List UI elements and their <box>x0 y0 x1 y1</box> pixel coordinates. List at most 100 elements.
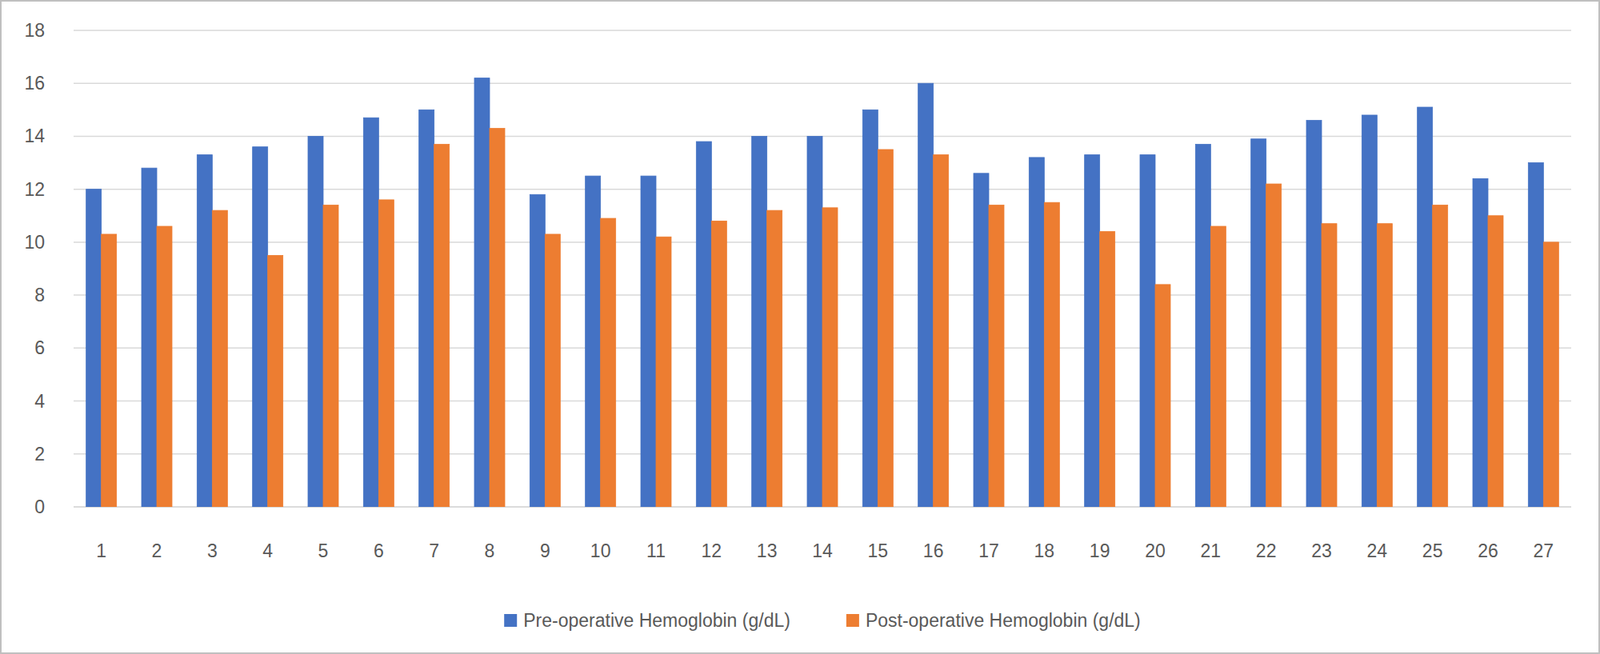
bar <box>1028 157 1044 508</box>
bar <box>1044 202 1060 508</box>
x-tick-label: 23 <box>1311 540 1332 562</box>
x-tick-label: 6 <box>373 540 384 562</box>
bar <box>1417 107 1433 508</box>
y-tick-label: 0 <box>34 496 45 518</box>
bar <box>1432 205 1448 508</box>
bar <box>862 109 878 508</box>
bar <box>268 255 284 508</box>
bar <box>807 136 823 508</box>
y-tick-label: 14 <box>24 125 45 147</box>
x-tick-label: 8 <box>484 540 496 562</box>
bar <box>711 220 727 508</box>
x-tick-label: 26 <box>1477 540 1499 562</box>
bar <box>1376 224 1392 508</box>
x-tick-label: 3 <box>207 540 218 562</box>
x-tick-label: 22 <box>1256 540 1277 562</box>
legend-item: Pre-operative Hemoglobin (g/dL) <box>504 610 791 632</box>
bar <box>1472 178 1488 508</box>
bar <box>933 155 949 508</box>
bar <box>973 173 989 508</box>
bar <box>656 236 672 508</box>
grid-line <box>73 82 1572 84</box>
bar <box>489 128 505 508</box>
bar <box>822 208 838 508</box>
bar <box>378 200 394 508</box>
x-tick-label: 9 <box>540 540 551 562</box>
x-tick-label: 18 <box>1034 540 1056 562</box>
bar <box>640 176 656 508</box>
x-tick-label: 4 <box>262 540 273 562</box>
legend-label: Post-operative Hemoglobin (g/dL) <box>865 610 1141 632</box>
bar <box>1251 139 1267 508</box>
bar <box>86 189 102 508</box>
frame <box>0 0 1600 654</box>
legend: Pre-operative Hemoglobin (g/dL) Post-oper… <box>504 610 1141 632</box>
x-tick-label: 13 <box>756 540 778 562</box>
x-tick-label: 7 <box>428 540 440 562</box>
bar <box>1528 163 1544 508</box>
bar <box>1543 242 1559 508</box>
bar <box>1488 216 1504 508</box>
bar <box>474 78 490 508</box>
bar <box>101 234 117 508</box>
bar <box>252 147 268 508</box>
x-tick-label: 21 <box>1200 540 1222 562</box>
bars <box>86 78 1560 508</box>
bar <box>196 155 212 508</box>
x-tick-label: 24 <box>1367 540 1388 562</box>
x-tick-label: 27 <box>1533 540 1555 562</box>
x-tick-label: 5 <box>318 540 329 562</box>
bar <box>585 176 601 508</box>
x-tick-label: 11 <box>646 540 666 562</box>
bar <box>1155 284 1171 508</box>
x-tick-label: 20 <box>1144 540 1166 562</box>
legend-swatch <box>504 614 517 628</box>
grid <box>73 30 1572 508</box>
bar <box>1100 232 1116 508</box>
bar <box>1084 155 1100 508</box>
y-tick-label: 10 <box>24 232 45 253</box>
bar <box>918 83 934 508</box>
bar <box>544 234 560 508</box>
bar <box>1306 120 1322 508</box>
bar <box>1361 115 1377 508</box>
x-tick-label: 15 <box>868 540 889 562</box>
bar <box>434 144 450 508</box>
bar <box>600 218 616 508</box>
chart: 0246810121416181234567891011121314151617… <box>0 0 1600 654</box>
bar <box>323 205 339 508</box>
legend-swatch <box>846 614 860 628</box>
bar <box>212 210 228 508</box>
x-tick-label: 14 <box>812 540 833 562</box>
x-tick-label: 1 <box>96 540 107 562</box>
x-tick-label: 10 <box>590 540 612 562</box>
bar <box>1210 226 1226 508</box>
legend-label: Pre-operative Hemoglobin (g/dL) <box>523 610 791 632</box>
grid-line <box>73 29 1572 32</box>
x-tick-label: 25 <box>1422 540 1444 562</box>
bar <box>696 141 712 508</box>
bar <box>1140 155 1156 508</box>
y-tick-label: 6 <box>34 337 45 359</box>
x-tick-label: 12 <box>701 540 723 562</box>
legend-item: Post-operative Hemoglobin (g/dL) <box>846 610 1141 632</box>
bar <box>1195 144 1211 508</box>
bar <box>529 194 545 508</box>
bar <box>767 210 783 508</box>
bar <box>419 109 435 508</box>
bar <box>1266 184 1282 508</box>
bar <box>156 226 172 508</box>
y-tick-label: 16 <box>24 72 45 94</box>
x-tick-label: 2 <box>152 540 163 562</box>
y-tick-label: 12 <box>24 179 45 200</box>
bar <box>877 149 893 508</box>
x-tick-label: 19 <box>1089 540 1111 562</box>
bar <box>363 117 379 508</box>
y-tick-label: 2 <box>34 444 45 465</box>
y-tick-label: 18 <box>24 20 45 41</box>
bar <box>308 136 324 508</box>
bar <box>141 168 157 508</box>
bar <box>752 136 768 508</box>
y-tick-label: 8 <box>34 284 45 306</box>
bar <box>1321 224 1337 508</box>
